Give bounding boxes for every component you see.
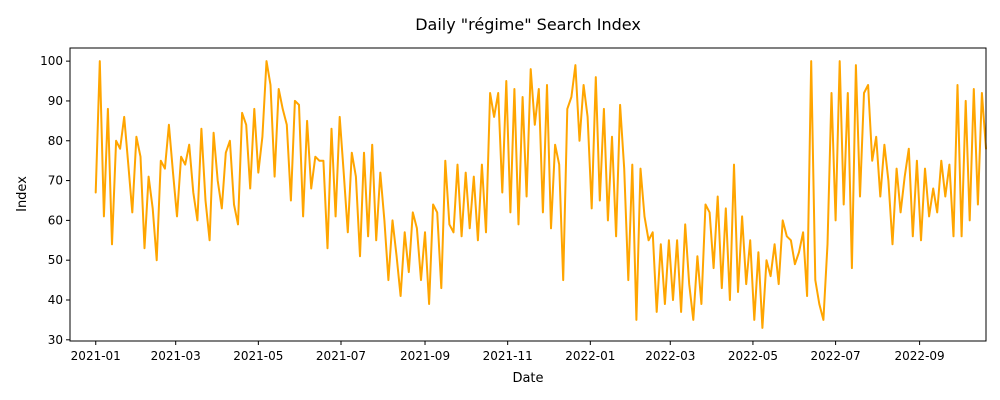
x-tick-label: 2021-07: [316, 349, 366, 363]
x-axis-label: Date: [512, 371, 543, 386]
y-axis-label: Index: [15, 176, 30, 212]
chart-title: Daily "régime" Search Index: [415, 15, 641, 34]
x-tick-label: 2022-07: [811, 349, 861, 363]
y-tick-label: 30: [48, 333, 63, 347]
y-tick-label: 50: [48, 253, 63, 267]
y-tick-label: 90: [48, 94, 63, 108]
data-line-series-1: [94, 60, 987, 329]
plot-frame: [69, 47, 987, 342]
x-tick-label: 2021-01: [71, 349, 121, 363]
y-tick-label: 60: [48, 213, 63, 227]
x-tick-label: 2022-03: [645, 349, 695, 363]
x-tick-label: 2022-09: [895, 349, 945, 363]
x-tick-label: 2021-03: [151, 349, 201, 363]
y-tick-label: 40: [48, 293, 63, 307]
x-tick-label: 2021-11: [483, 349, 533, 363]
y-tick-label: 100: [40, 54, 63, 68]
x-tick-label: 2022-01: [565, 349, 615, 363]
x-tick-label: 2022-05: [728, 349, 778, 363]
y-tick-label: 70: [48, 174, 63, 188]
x-tick-label: 2021-05: [233, 349, 283, 363]
y-tick-label: 80: [48, 134, 63, 148]
x-tick-label: 2021-09: [400, 349, 450, 363]
plot-area: 2021-01 2021-03 2021-05 2021-07 2021-09 2021-…: [40, 47, 987, 363]
